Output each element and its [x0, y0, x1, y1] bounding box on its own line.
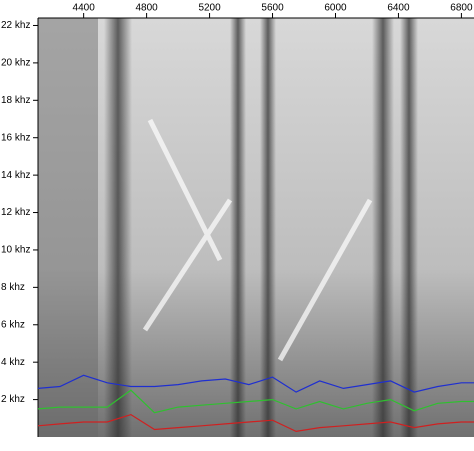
y-tick-label: 22 khz [1, 20, 30, 31]
x-tick-label: 5600 [261, 3, 284, 14]
y-tick-label: 18 khz [1, 95, 30, 106]
y-tick-label: 2 khz [1, 394, 25, 405]
y-tick-label: 8 khz [1, 282, 25, 293]
series-line [37, 389, 474, 414]
y-tick-label: 4 khz [1, 357, 25, 368]
series-line [37, 413, 474, 433]
y-tick-label: 10 khz [1, 245, 30, 256]
shade [38, 18, 98, 437]
series-line [37, 374, 474, 393]
x-tick-label: 6000 [324, 3, 347, 14]
dark-bands [104, 18, 418, 437]
y-tick-label: 6 khz [1, 319, 25, 330]
x-tick-label: 6400 [387, 3, 410, 14]
y-tick-label: 16 khz [1, 132, 30, 143]
light-streaks [142, 118, 373, 362]
y-tick-label: 20 khz [1, 58, 30, 69]
y-tick-label: 14 khz [1, 170, 30, 181]
x-tick-label: 6800 [450, 3, 473, 14]
y-tick-label: 12 khz [1, 207, 30, 218]
x-tick-label: 4800 [135, 3, 158, 14]
x-tick-label: 5200 [198, 3, 221, 14]
x-tick-label: 4400 [73, 3, 96, 14]
